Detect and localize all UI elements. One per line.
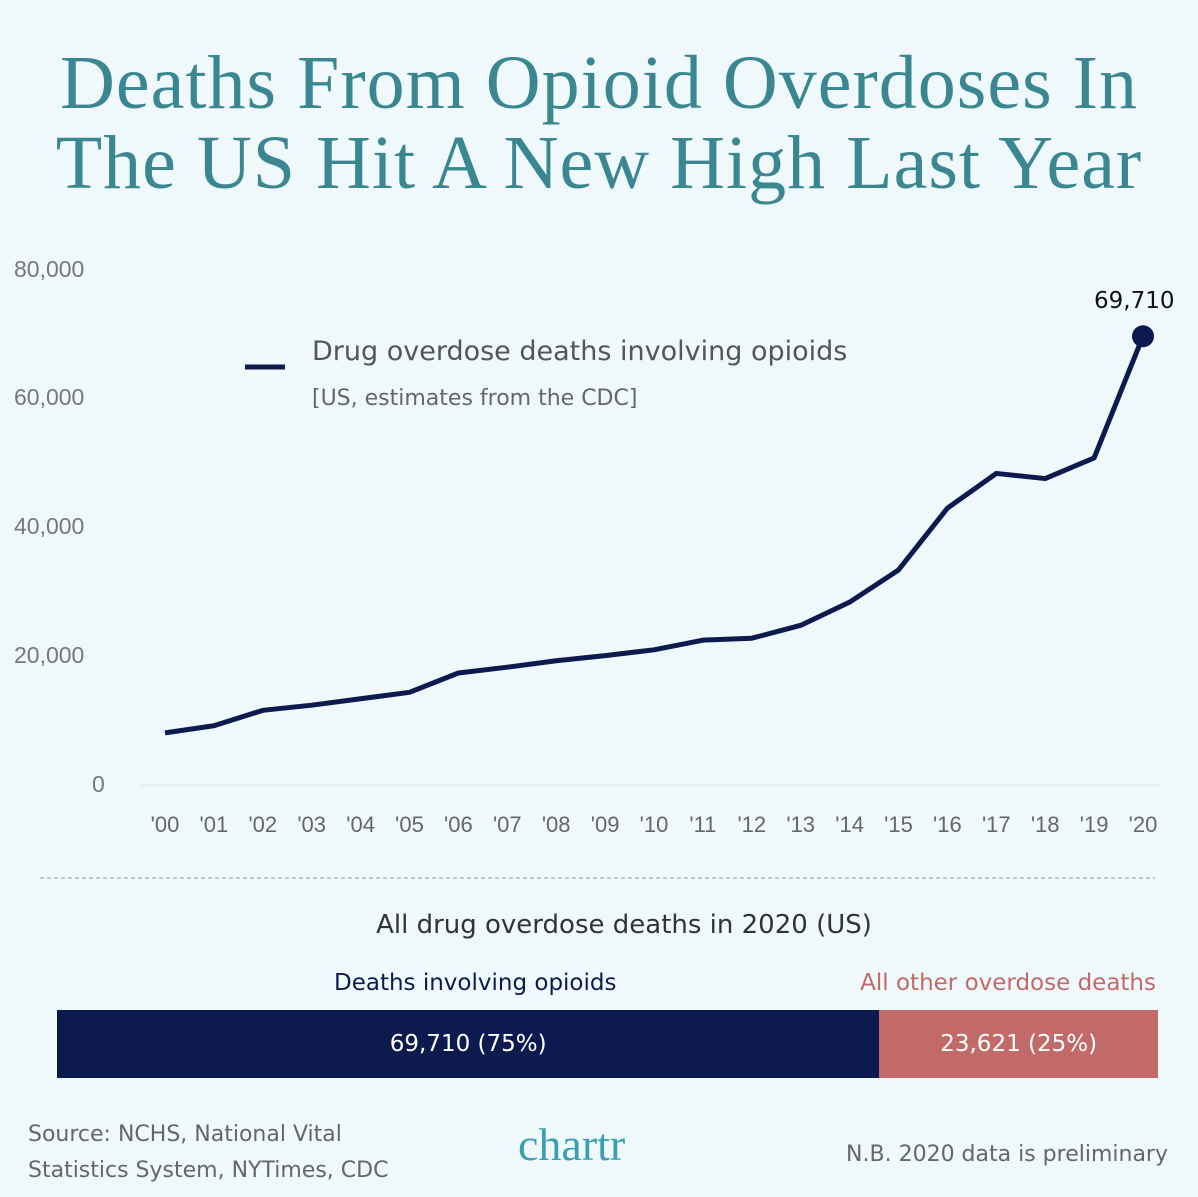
bar-segment-other: 23,621 (25%) [879,1010,1158,1078]
chartr-logo: chartr [518,1119,626,1170]
legend-sublabel: [US, estimates from the CDC] [312,386,638,411]
x-tick-label: '19 [1079,812,1109,837]
end-value-label: 69,710 [1094,288,1175,314]
series-line-opioid-deaths [164,335,1146,736]
x-tick-label: '00 [150,812,180,837]
legend-label: Drug overdose deaths involving opioids [312,336,848,367]
title-line-2: The US Hit A New High Last Year [55,121,1143,205]
x-tick-label: '02 [248,812,278,837]
preliminary-note: N.B. 2020 data is preliminary [846,1142,1168,1167]
y-tick-80000: 80,000 [14,256,85,282]
x-tick-label: '04 [346,812,375,837]
breakdown-title: All drug overdose deaths in 2020 (US) [376,910,872,940]
x-tick-label: '18 [1030,812,1060,837]
segment-label-other: All other overdose deaths [860,970,1156,996]
x-tick-label: '17 [981,812,1011,837]
source-line-1: Source: NCHS, National Vital [28,1122,342,1147]
x-tick-label: '06 [444,812,473,837]
segment-value-other: 23,621 (25%) [940,1031,1098,1057]
x-tick-label: '01 [199,812,229,837]
y-tick-0: 0 [92,771,105,797]
data-point-20 [1132,325,1154,348]
x-tick-label: '14 [835,812,864,837]
x-tick-label: '16 [933,812,962,837]
x-tick-label: '10 [639,812,669,837]
x-tick-label: '15 [884,812,913,837]
y-tick-60000: 60,000 [14,384,85,410]
x-tick-label: '03 [297,812,327,837]
x-tick-label: '12 [737,812,767,837]
y-tick-20000: 20,000 [14,642,85,668]
segment-label-opioids: Deaths involving opioids [334,970,617,996]
x-tick-label: '08 [541,812,571,837]
y-tick-40000: 40,000 [14,513,85,539]
x-tick-label: '05 [395,812,424,837]
x-tick-label: '07 [492,812,522,837]
segment-value-opioids: 69,710 (75%) [389,1031,547,1057]
title-line-1: Deaths From Opioid Overdoses In [60,41,1138,125]
x-tick-label: '13 [786,812,816,837]
source-line-2: Statistics System, NYTimes, CDC [28,1158,389,1183]
x-tick-label: '20 [1128,812,1158,837]
bar-segment-opioids: 69,710 (75%) [57,1010,880,1078]
x-tick-label: '09 [590,812,620,837]
x-tick-label: '11 [689,812,717,837]
